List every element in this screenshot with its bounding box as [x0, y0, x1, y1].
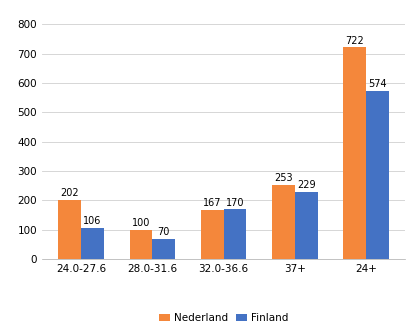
- Bar: [224, 209, 247, 259]
- Bar: [81, 228, 104, 259]
- Text: 167: 167: [203, 198, 222, 208]
- Text: 170: 170: [226, 198, 244, 208]
- Bar: [343, 47, 366, 259]
- Bar: [59, 200, 81, 259]
- Bar: [272, 185, 295, 259]
- Text: 722: 722: [345, 36, 364, 46]
- Bar: [130, 230, 153, 259]
- Bar: [366, 91, 389, 259]
- Text: 106: 106: [83, 216, 102, 226]
- Legend: Nederland, Finland: Nederland, Finland: [155, 309, 292, 324]
- Text: 253: 253: [274, 173, 293, 183]
- Text: 202: 202: [61, 188, 79, 198]
- Bar: [153, 239, 175, 259]
- Text: 100: 100: [132, 218, 150, 228]
- Text: 70: 70: [158, 227, 170, 237]
- Bar: [201, 210, 224, 259]
- Bar: [295, 192, 318, 259]
- Text: 574: 574: [368, 79, 387, 89]
- Text: 229: 229: [297, 180, 316, 190]
